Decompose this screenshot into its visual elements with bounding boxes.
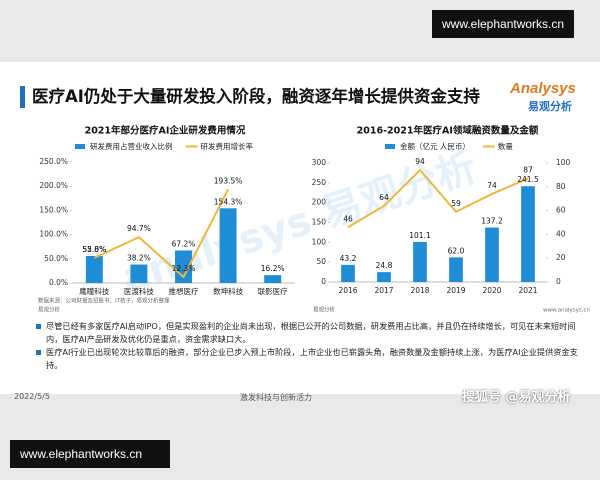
bar: [413, 241, 427, 282]
data-label: 55.8%: [82, 245, 106, 254]
bar: [130, 264, 148, 283]
data-label: 24.8: [376, 261, 393, 270]
watermark-top: www.elephantworks.cn: [432, 10, 575, 38]
footer-date: 2022/5/5: [14, 392, 50, 401]
data-label: 94: [415, 157, 425, 166]
brand-note: 易观分析: [38, 306, 61, 314]
bar: [341, 264, 355, 282]
y-tick-label: 50: [316, 257, 326, 266]
y-tick-label: 50.0%: [44, 254, 68, 263]
y2-tick-label: 20: [556, 253, 566, 262]
logo: Analysys: [510, 80, 576, 97]
data-label: 101.1: [409, 231, 431, 240]
bar: [175, 250, 192, 283]
footer-slogan: 激发科技与创新活力: [240, 393, 312, 402]
y-tick-label: 250.0%: [39, 157, 68, 166]
data-label: 62.0: [448, 246, 465, 255]
bar: [85, 255, 103, 283]
data-label: 12.3%: [172, 264, 196, 273]
y2-tick-label: 80: [556, 182, 566, 191]
x-tick-label: 2017: [374, 286, 393, 295]
data-label: 137.2: [481, 217, 503, 226]
legend-swatch: [75, 144, 85, 149]
data-label: 154.3%: [214, 197, 243, 206]
y-tick-label: 0.0%: [49, 278, 68, 287]
y-tick-label: 200.0%: [39, 181, 68, 190]
x-tick-label: 2018: [410, 286, 429, 295]
y-tick-label: 150.0%: [39, 205, 68, 214]
x-tick-label: 推想医疗: [169, 286, 199, 296]
slide-title: 医疗AI仍处于大量研发投入阶段，融资逐年增长提供资金支持: [32, 87, 480, 106]
chart-title: 2016-2021年医疗AI领域融资数量及金额: [357, 125, 539, 137]
bar: [377, 272, 391, 282]
x-tick-label: 2016: [338, 286, 357, 295]
data-label: 43.2: [340, 254, 357, 263]
data-label: 52.0%: [82, 245, 106, 254]
legend-label: 研发费用占营业收入比例: [90, 141, 173, 151]
x-tick-label: 2021: [518, 286, 537, 295]
line: [347, 168, 529, 229]
data-label: 74: [487, 181, 497, 190]
bar: [485, 227, 499, 282]
x-tick-label: 数坤科技: [213, 286, 243, 296]
source-note: 数据来源：公司财报及招股书、IT桔子，易观分析整理: [38, 297, 170, 305]
bar: [449, 257, 463, 282]
watermark-center: analysys 易观分析: [116, 144, 482, 302]
y-tick-label: 0: [321, 277, 326, 286]
slide: [0, 62, 600, 394]
y-tick-label: 200: [312, 198, 327, 207]
data-label: 241.5: [517, 175, 539, 184]
y-tick-label: 250: [312, 178, 327, 187]
bar: [219, 208, 237, 283]
y2-tick-label: 60: [556, 206, 566, 215]
title-bar: [20, 86, 25, 108]
data-label: 59: [451, 199, 461, 208]
bar: [264, 275, 282, 283]
bar: [521, 186, 535, 282]
footer-source: 搜狐号 @易观分析: [462, 390, 571, 405]
charts: analysys 易观分析 2021年部分医疗AI企业研发费用情况 0.0% 50.…: [38, 125, 591, 314]
y2-tick-label: 100: [556, 158, 571, 167]
data-label: 67.2%: [172, 239, 196, 248]
y-tick-label: 300: [312, 158, 327, 167]
brand-note: 易观分析: [313, 306, 336, 314]
bullet-list: 尽管已经有多家医疗AI启动IPO，但是实现盈利的企业尚未出现，根据已公开的公司数…: [36, 320, 581, 372]
y-tick-label: 100: [312, 237, 327, 246]
data-label: 94.7%: [127, 224, 151, 233]
x-tick-label: 鹰瞳科技: [79, 286, 109, 296]
data-label: 64: [379, 193, 389, 202]
logo-sub: 易观分析: [528, 100, 572, 113]
legend-label: 数量: [498, 141, 513, 151]
watermark-bottom: www.elephantworks.cn: [10, 440, 170, 468]
data-label: 193.5%: [214, 176, 243, 185]
x-tick-label: 医渡科技: [124, 286, 154, 296]
x-tick-label: 2019: [446, 286, 465, 295]
data-label: 38.2%: [127, 254, 151, 263]
bullet: 医疗AI行业已出现轮次比较靠后的融资，部分企业已步入预上市阶段，上市企业也已崭露…: [36, 346, 581, 372]
y-tick-label: 100.0%: [39, 230, 68, 239]
legend-label: 金额（亿元 人民币）: [400, 141, 470, 151]
y2-tick-label: 40: [556, 229, 566, 238]
data-label: 46: [343, 214, 353, 223]
x-tick-label: 2020: [482, 286, 501, 295]
legend-label: 研发费用增长率: [201, 141, 254, 151]
data-label: 16.2%: [261, 264, 285, 273]
website-note: www.analysys.cn: [543, 308, 591, 314]
chart-title: 2021年部分医疗AI企业研发费用情况: [85, 125, 246, 137]
data-label: 87: [523, 165, 533, 174]
bullet: 尽管已经有多家医疗AI启动IPO，但是实现盈利的企业尚未出现，根据已公开的公司数…: [36, 320, 581, 346]
legend-swatch: [385, 144, 395, 149]
y2-tick-label: 0: [556, 277, 561, 286]
y-tick-label: 150: [312, 218, 327, 227]
x-tick-label: 联影医疗: [258, 286, 288, 296]
line: [93, 188, 229, 279]
